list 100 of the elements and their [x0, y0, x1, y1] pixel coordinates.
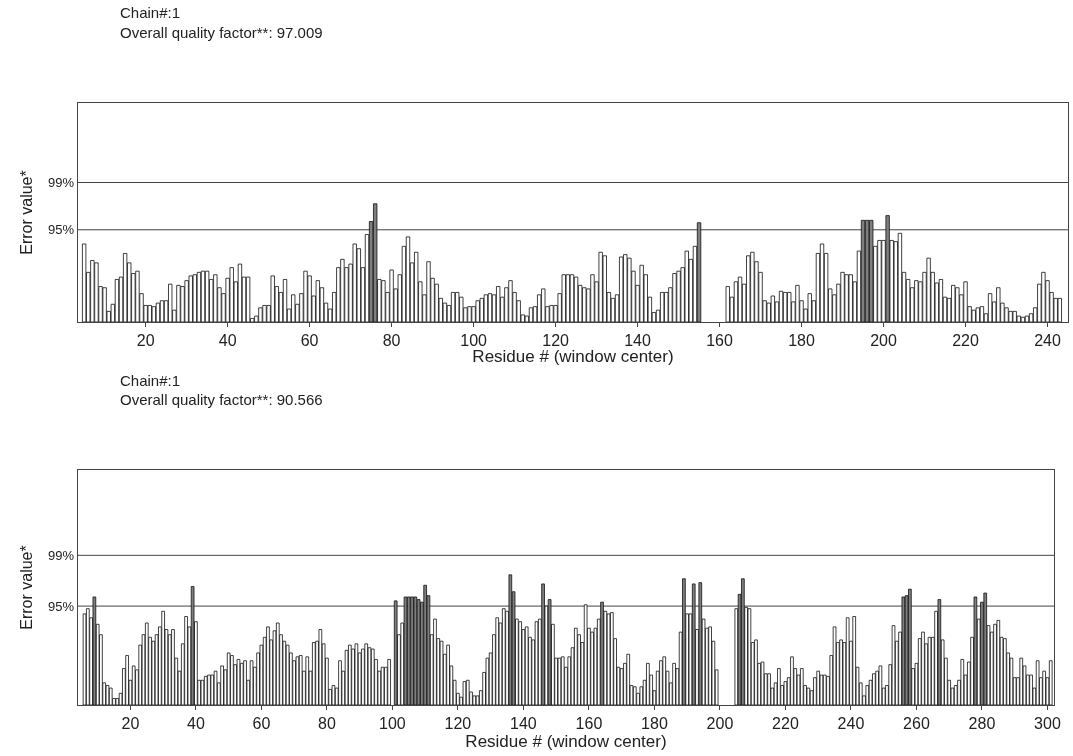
bar: [979, 306, 985, 322]
bar: [389, 269, 394, 322]
bar: [508, 280, 513, 322]
bar: [381, 280, 386, 322]
bar: [1003, 638, 1007, 705]
bar: [1012, 310, 1017, 322]
bar: [1035, 660, 1040, 705]
bar: [135, 270, 140, 322]
x-tick-label: 20: [121, 715, 140, 733]
x-tick-label: 100: [460, 332, 488, 350]
bar: [90, 260, 95, 322]
y-axis-title: Error value*: [17, 545, 35, 630]
bar: [983, 592, 988, 705]
bar: [598, 251, 603, 322]
bar: [262, 305, 267, 322]
bar: [787, 292, 792, 322]
bar: [442, 302, 448, 322]
bar: [393, 600, 398, 705]
bar: [200, 679, 205, 705]
bar: [155, 302, 161, 322]
bar: [560, 656, 565, 705]
bar: [105, 685, 110, 705]
bar: [800, 668, 804, 705]
bar: [475, 300, 480, 322]
bar: [295, 656, 300, 705]
bar: [1057, 297, 1062, 322]
bar: [971, 309, 976, 322]
bar: [549, 305, 554, 322]
bar: [795, 284, 800, 322]
bar: [1041, 271, 1046, 322]
bar: [602, 255, 607, 322]
bar: [807, 293, 812, 322]
bar: [168, 283, 173, 322]
bar: [190, 586, 195, 705]
text: 99%: [48, 548, 75, 563]
x-tick-label: 40: [187, 715, 205, 733]
bar: [582, 287, 587, 322]
bar: [770, 295, 775, 322]
bar: [270, 275, 275, 322]
bar: [147, 305, 152, 322]
bar: [125, 655, 129, 705]
bar: [188, 275, 193, 322]
bar: [213, 670, 218, 705]
bar: [340, 258, 345, 322]
bar: [741, 578, 745, 705]
bar: [433, 618, 437, 705]
bar: [619, 256, 624, 322]
bar: [192, 274, 197, 322]
x-tick-label: 160: [575, 715, 603, 733]
bar: [747, 608, 752, 705]
bar: [627, 257, 632, 322]
chart-title: Chain#:1: [120, 371, 181, 389]
x-tick-label: 220: [952, 332, 979, 350]
bar: [370, 648, 375, 705]
bar: [963, 281, 968, 322]
bar: [541, 583, 545, 705]
bar: [414, 251, 419, 322]
bar: [144, 622, 149, 705]
bar: [600, 601, 604, 705]
bar: [973, 596, 978, 705]
bar: [92, 596, 97, 705]
chart-subtitle: Overall quality factor**: 97.009: [120, 23, 323, 41]
bar: [583, 604, 588, 705]
bar: [725, 286, 730, 322]
bar: [455, 292, 460, 322]
chart-title: Chain#:1: [120, 4, 181, 22]
bar: [864, 219, 870, 322]
bar: [303, 270, 308, 322]
bar: [860, 219, 866, 322]
bar: [426, 261, 431, 322]
bar: [94, 262, 99, 322]
bar: [646, 662, 650, 705]
x-tick-label: 200: [870, 332, 897, 350]
bar: [845, 617, 850, 705]
x-tick-label: 160: [706, 332, 733, 350]
bar: [891, 625, 896, 705]
bar: [790, 656, 794, 705]
bar: [243, 660, 247, 705]
bar: [298, 655, 303, 705]
bar: [840, 271, 845, 322]
bar: [750, 251, 755, 322]
bar: [975, 307, 980, 322]
bar: [590, 274, 595, 322]
x-tick-label: 180: [641, 715, 668, 733]
bar: [937, 599, 942, 705]
bar: [405, 236, 411, 322]
bar: [777, 668, 781, 705]
bar: [754, 639, 758, 705]
bar: [914, 280, 919, 322]
bar: [1008, 310, 1013, 322]
x-tick-label: 300: [1034, 715, 1061, 733]
bar: [610, 612, 614, 705]
bar: [467, 306, 472, 322]
bar: [472, 695, 477, 705]
bar: [852, 616, 857, 705]
bar: [102, 287, 107, 322]
bar: [200, 270, 206, 322]
bar: [176, 284, 181, 322]
x-tick-label: 40: [218, 332, 237, 350]
bar: [483, 294, 489, 322]
